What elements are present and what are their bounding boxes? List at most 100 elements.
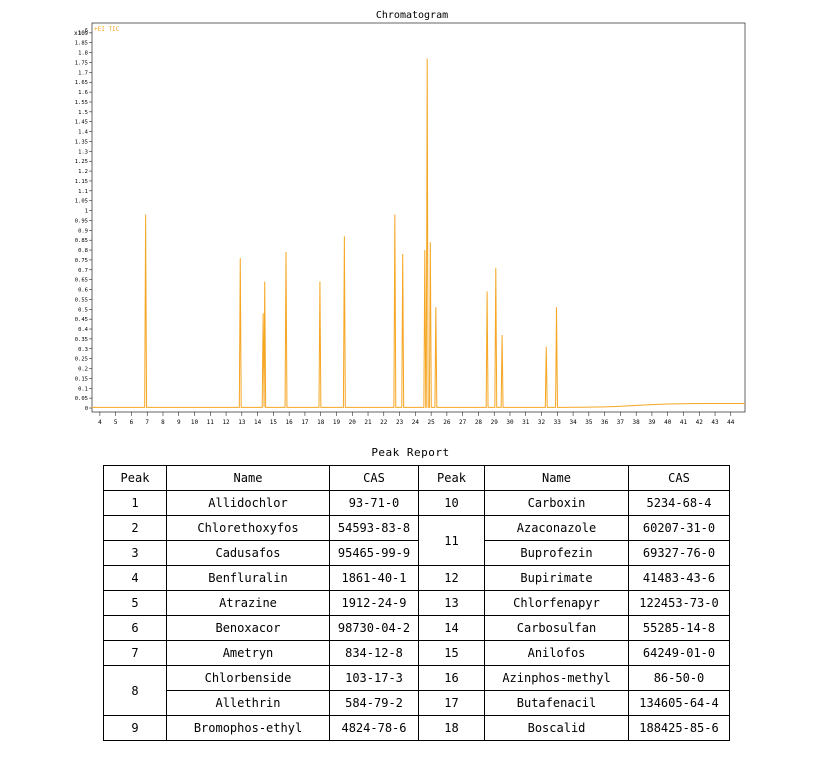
y-tick-label: 1.05	[75, 199, 88, 205]
cas-number-cell: 122453-73-0	[628, 590, 730, 616]
header-cas-left: CAS	[329, 465, 419, 491]
y-tick-label: 1.25	[75, 159, 88, 165]
compound-name-cell: Benfluralin	[166, 565, 330, 591]
x-tick-label: 32	[538, 419, 546, 426]
table-row: 1 Allidochlor 93-71-0 10 Carboxin 5234-68-4	[103, 490, 730, 516]
compound-name-cell: Allethrin	[166, 690, 330, 716]
y-tick-label: 1.8	[78, 51, 88, 57]
x-tick-label: 22	[380, 419, 388, 426]
x-tick-label: 11	[207, 419, 215, 426]
y-tick-label: 0.65	[75, 278, 88, 284]
compound-name-cell: Ametryn	[166, 640, 330, 666]
y-tick-label: 0.2	[78, 367, 88, 373]
table-row: 2 Chlorethoxyfos 54593-83-8 11 Azaconazole 60…	[103, 515, 730, 566]
cas-number-cell: 584-79-2	[329, 690, 419, 716]
compound-name-cell: Carbosulfan	[484, 615, 629, 641]
compound-name-cell: Buprofezin	[484, 540, 629, 566]
header-peak-right: Peak	[418, 465, 485, 491]
cas-number-cell: 103-17-3	[329, 665, 419, 691]
peak-report-table: Peak Name CAS Peak Name CAS 1 Allidochlor…	[103, 465, 730, 741]
table-row: 8 Chlorbenside 103-17-3 16 Azinphos-methyl 86…	[103, 665, 730, 716]
x-tick-label: 34	[569, 419, 577, 426]
cas-number-cell: 55285-14-8	[628, 615, 730, 641]
peak-number-cell: 17	[418, 690, 485, 716]
x-tick-label: 7	[145, 419, 149, 426]
cas-number-cell: 188425-85-6	[628, 715, 730, 741]
x-tick-label: 5	[114, 419, 118, 426]
x-tick-label: 42	[696, 419, 704, 426]
x-axis: 4 5 6 7 8 9 10 11 12 13 14 15 16 17 18 19 20 21 22 23 24 25 26…	[98, 412, 735, 426]
cas-number-cell: 93-71-0	[329, 490, 419, 516]
x-tick-label: 31	[522, 419, 530, 426]
header-name-left: Name	[166, 465, 330, 491]
x-tick-label: 44	[727, 419, 735, 426]
y-exponent-power: 6	[85, 28, 88, 34]
cas-number-cell: 1861-40-1	[329, 565, 419, 591]
y-tick-label: 0.95	[75, 218, 88, 224]
x-tick-label: 40	[664, 419, 672, 426]
chart-title: Chromatogram	[376, 10, 448, 21]
peak-number-cell: 12	[418, 565, 485, 591]
y-tick-label: 0.4	[78, 327, 89, 333]
x-tick-label: 6	[130, 419, 134, 426]
y-tick-label: 0.05	[75, 396, 88, 402]
y-tick-label: 1.75	[75, 60, 88, 66]
y-tick-label: 1.85	[75, 41, 88, 47]
compound-name-cell: Azaconazole	[484, 515, 629, 541]
x-tick-label: 8	[161, 419, 165, 426]
x-tick-label: 35	[585, 419, 593, 426]
cas-number-cell: 834-12-8	[329, 640, 419, 666]
x-tick-label: 12	[222, 419, 230, 426]
y-tick-label: 1.9	[78, 31, 88, 37]
x-tick-label: 30	[506, 419, 514, 426]
table-header-row: Peak Name CAS Peak Name CAS	[103, 465, 730, 491]
x-tick-label: 20	[349, 419, 357, 426]
peak-number-cell: 11	[418, 515, 485, 566]
table-body: 1 Allidochlor 93-71-0 10 Carboxin 5234-68-4 2 C…	[103, 490, 730, 741]
compound-name-cell: Butafenacil	[484, 690, 629, 716]
peak-number-cell: 8	[103, 665, 167, 716]
y-tick-label: 1.6	[78, 90, 88, 96]
y-tick-label: 0.3	[78, 347, 88, 353]
compound-name-cell: Atrazine	[166, 590, 330, 616]
header-name-right: Name	[484, 465, 629, 491]
compound-name-cell: Benoxacor	[166, 615, 330, 641]
cas-number-cell: 4824-78-6	[329, 715, 419, 741]
y-axis: 0 0.05 0.1 0.15 0.2 0.25 0.3 0.35 0.4 0.45 0.5 0.55…	[75, 31, 92, 412]
table-row: Allethrin 584-79-2 17 Butafenacil 134605-64-…	[104, 690, 730, 716]
cas-number-cell: 86-50-0	[628, 665, 730, 691]
cas-number-cell: 134605-64-4	[628, 690, 730, 716]
x-tick-label: 17	[301, 419, 309, 426]
peak-number-cell: 18	[418, 715, 485, 741]
x-tick-label: 10	[191, 419, 199, 426]
y-tick-label: 0.6	[78, 288, 88, 294]
compound-name-cell: Carboxin	[484, 490, 629, 516]
peak-number-cell: 10	[418, 490, 485, 516]
x-tick-label: 21	[364, 419, 372, 426]
y-tick-label: 1.4	[78, 130, 89, 136]
compound-name-cell: Allidochlor	[166, 490, 330, 516]
y-exponent-label: x106	[74, 28, 88, 37]
y-tick-label: 1.7	[78, 70, 88, 76]
peak-number-cell: 9	[103, 715, 167, 741]
peak-marks	[145, 58, 558, 347]
y-tick-label: 1.35	[75, 139, 88, 145]
cas-number-cell: 95465-99-9	[329, 540, 419, 566]
x-tick-label: 4	[98, 419, 102, 426]
y-tick-label: 1.15	[75, 179, 88, 185]
peak-number-cell: 13	[418, 590, 485, 616]
table-row: 7 Ametryn 834-12-8 15 Anilofos 64249-01-0	[103, 640, 730, 666]
x-tick-label: 23	[396, 419, 404, 426]
compound-name-cell: Bromophos-ethyl	[166, 715, 330, 741]
peak-number-cell: 2	[103, 515, 167, 541]
y-tick-label: 0.25	[75, 357, 88, 363]
compound-name-cell: Boscalid	[484, 715, 629, 741]
y-tick-label: 1	[85, 209, 88, 215]
compound-name-cell: Chlorbenside	[166, 665, 330, 691]
x-tick-label: 28	[475, 419, 483, 426]
x-tick-label: 9	[177, 419, 181, 426]
peak-number-cell: 15	[418, 640, 485, 666]
x-tick-label: 27	[459, 419, 467, 426]
x-tick-label: 29	[491, 419, 499, 426]
cas-number-cell: 5234-68-4	[628, 490, 730, 516]
